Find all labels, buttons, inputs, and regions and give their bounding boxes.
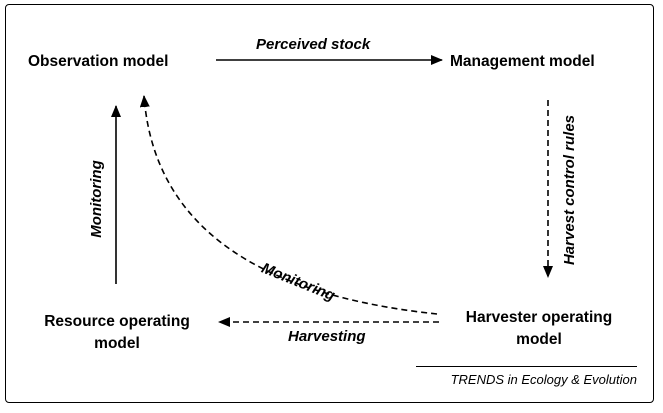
resource-operating-model-line2: model [94,335,140,352]
harvester-operating-model-node: Harvester operating model [446,307,632,351]
journal-credit: TRENDS in Ecology & Evolution [416,366,637,388]
figure-frame: Observation model Management model Resou… [5,4,654,403]
resource-operating-model-line1: Resource operating [44,313,190,330]
harvest-control-rules-label: Harvest control rules [561,114,578,266]
resource-operating-model-node: Resource operating model [26,311,208,355]
harvester-operating-model-line1: Harvester operating [465,309,613,326]
diagram-arrows [111,55,553,327]
management-model-label: Management model [450,53,595,70]
harvesting-label: Harvesting [288,328,366,345]
observation-model-node: Observation model [28,51,168,73]
harvester-operating-model-line2: model [516,331,562,348]
observation-model-label: Observation model [28,53,169,70]
monitoring-curved-arrow [139,95,438,315]
perceived-stock-label: Perceived stock [256,36,371,53]
monitoring-vertical-label: Monitoring [88,160,105,238]
management-model-node: Management model [450,51,595,73]
